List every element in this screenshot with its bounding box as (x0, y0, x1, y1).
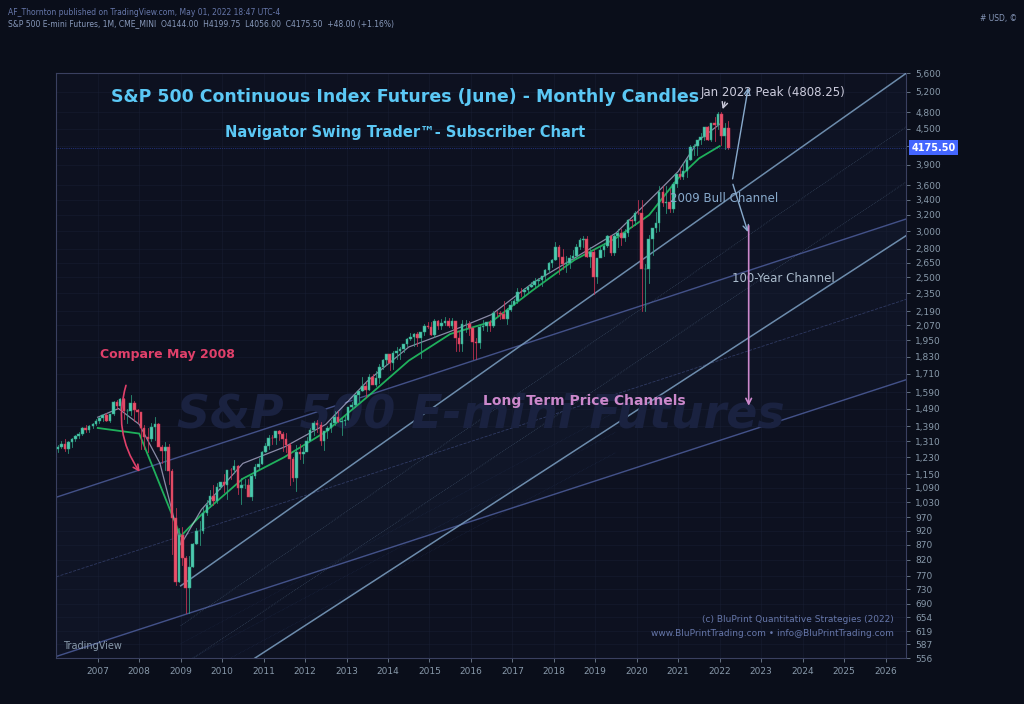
Bar (361, 386, 364, 391)
Bar (592, 253, 595, 277)
Bar (240, 485, 243, 488)
Bar (488, 322, 492, 326)
Bar (596, 258, 598, 277)
Bar (692, 146, 695, 147)
Bar (589, 253, 592, 257)
Bar (420, 332, 422, 338)
Bar (143, 428, 145, 437)
Bar (267, 438, 270, 446)
Bar (516, 291, 518, 301)
Bar (416, 334, 419, 338)
Bar (119, 399, 122, 406)
Bar (188, 567, 190, 588)
Bar (323, 432, 326, 441)
Bar (337, 417, 339, 422)
Bar (257, 464, 260, 467)
Bar (365, 386, 367, 389)
Bar (312, 423, 315, 429)
Text: (c) BluPrint Quantitative Strategies (2022)
www.BluPrintTrading.com • info@BluPr: (c) BluPrint Quantitative Strategies (20… (650, 615, 894, 638)
Bar (437, 321, 439, 325)
Bar (433, 321, 436, 334)
Text: S&P 500 Continuous Index Futures (June) - Monthly Candles: S&P 500 Continuous Index Futures (June) … (111, 88, 698, 106)
Bar (551, 260, 553, 263)
Bar (178, 536, 180, 582)
Bar (468, 324, 471, 329)
Text: S&P 500 E-mini Futures: S&P 500 E-mini Futures (177, 393, 785, 438)
Bar (481, 326, 484, 327)
Bar (56, 447, 59, 449)
Bar (226, 470, 228, 484)
Bar (613, 237, 615, 253)
Bar (530, 285, 532, 287)
Bar (184, 558, 187, 588)
Bar (513, 301, 515, 306)
Bar (710, 122, 713, 139)
Bar (113, 402, 115, 414)
Text: Compare May 2008: Compare May 2008 (100, 348, 234, 361)
Bar (689, 147, 691, 160)
Bar (669, 202, 671, 210)
Text: Navigator Swing Trader™- Subscriber Chart: Navigator Swing Trader™- Subscriber Char… (224, 125, 585, 139)
Bar (101, 415, 104, 417)
Bar (378, 367, 381, 378)
Bar (95, 421, 97, 425)
Bar (350, 405, 353, 407)
Bar (206, 505, 208, 513)
Bar (506, 310, 509, 318)
Bar (333, 417, 336, 423)
Bar (372, 377, 374, 385)
Bar (250, 476, 253, 498)
Bar (67, 441, 70, 449)
Bar (662, 192, 665, 203)
Bar (78, 434, 80, 436)
Bar (557, 246, 560, 257)
Bar (109, 414, 111, 421)
Bar (534, 280, 536, 285)
Bar (686, 160, 688, 170)
Bar (503, 313, 505, 318)
Bar (81, 428, 84, 434)
Bar (654, 223, 657, 227)
Bar (413, 334, 416, 337)
Bar (98, 417, 100, 421)
Text: AF_Thornton published on TradingView.com, May 01, 2022 18:47 UTC-4: AF_Thornton published on TradingView.com… (8, 8, 281, 17)
Text: # USD, ©: # USD, © (980, 14, 1017, 23)
Bar (717, 114, 719, 125)
Bar (444, 321, 446, 323)
Bar (232, 466, 236, 470)
Bar (191, 544, 194, 567)
Bar (582, 239, 585, 240)
Bar (167, 446, 170, 471)
Bar (388, 354, 391, 363)
Bar (344, 420, 346, 422)
Bar (237, 466, 240, 488)
Bar (285, 439, 288, 445)
Bar (599, 250, 601, 258)
Bar (455, 321, 457, 338)
Bar (327, 428, 329, 432)
Bar (129, 403, 132, 411)
Bar (447, 321, 450, 326)
Bar (657, 192, 660, 223)
Bar (430, 327, 432, 334)
Bar (398, 349, 401, 351)
Bar (375, 378, 377, 385)
Bar (720, 114, 723, 136)
Bar (133, 403, 135, 410)
Bar (154, 425, 157, 427)
Bar (647, 239, 650, 269)
Bar (196, 531, 198, 544)
Bar (302, 452, 305, 454)
Bar (181, 536, 183, 558)
Bar (541, 275, 543, 280)
Bar (672, 184, 675, 210)
Bar (209, 496, 211, 505)
Bar (574, 247, 578, 256)
Bar (319, 425, 323, 441)
Bar (492, 313, 495, 326)
Bar (74, 436, 77, 439)
Text: S&P 500 E-mini Futures, 1M, CME_MINI  O4144.00  H4199.75  L4056.00  C4175.50  +4: S&P 500 E-mini Futures, 1M, CME_MINI O41… (8, 20, 394, 29)
Bar (509, 306, 512, 310)
Bar (571, 256, 574, 258)
Bar (564, 263, 567, 264)
